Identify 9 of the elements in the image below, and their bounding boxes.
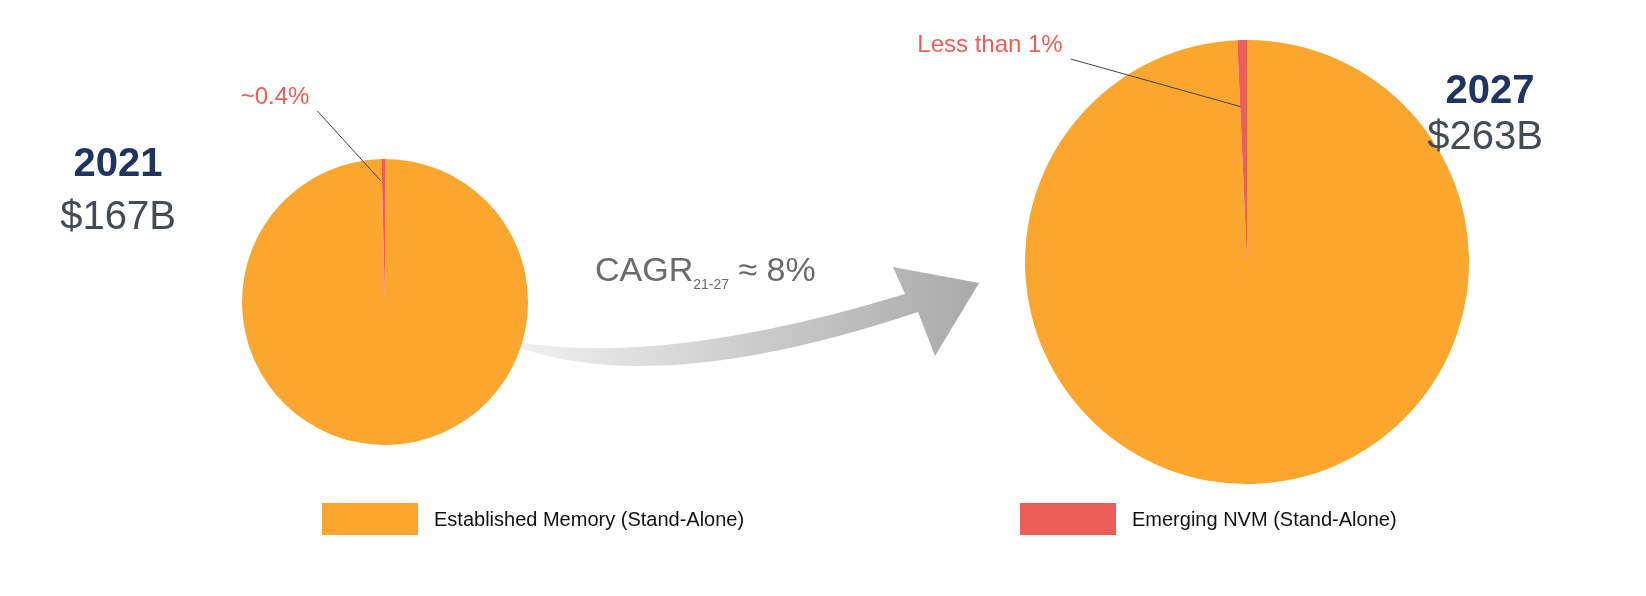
chart-title: 2021	[73, 140, 163, 185]
text: ~0.4%	[240, 81, 310, 109]
text: CAGR$_{21-27}$ ≈ 8%	[595, 250, 816, 292]
legend-label: Emerging NVM (Stand-Alone)	[1132, 507, 1397, 531]
legend-label: Established Memory (Stand-Alone)	[434, 507, 745, 531]
text: Less than 1%	[917, 29, 1063, 57]
text: $167B	[60, 193, 176, 238]
text: $263B	[1427, 113, 1543, 158]
text: 2027	[1445, 67, 1535, 112]
